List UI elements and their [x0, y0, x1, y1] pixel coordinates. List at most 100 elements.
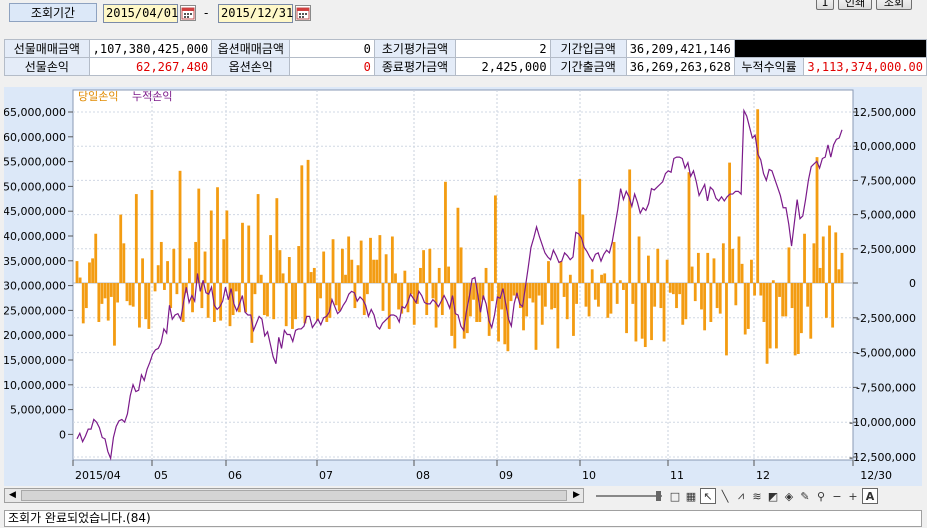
daily-pnl-bar	[703, 283, 707, 331]
daily-pnl-bar	[603, 273, 607, 283]
daily-pnl-bar	[531, 283, 535, 303]
daily-pnl-bar	[547, 261, 550, 283]
daily-pnl-bar	[166, 261, 169, 283]
pnl-chart[interactable]: 65,000,000 60,000,000 55,000,000 50,000,000…	[3, 87, 922, 486]
daily-pnl-bar	[625, 283, 628, 334]
daily-pnl-bar	[746, 283, 750, 329]
scroll-left-arrow-icon[interactable]: ◀	[9, 490, 16, 500]
chart-scrollbar[interactable]: ◀ ▶	[4, 488, 584, 503]
daily-pnl-bar	[216, 187, 219, 283]
daily-pnl-bar	[790, 283, 794, 309]
daily-pnl-bar	[403, 270, 407, 283]
daily-pnl-bar	[687, 172, 691, 283]
daily-pnl-bar	[84, 283, 88, 309]
daily-pnl-bar	[228, 283, 232, 327]
status-message: 조회가 완료되었습니다.(84)	[8, 511, 151, 525]
daily-pnl-bar	[653, 283, 657, 307]
minus-icon[interactable]: −	[832, 489, 842, 503]
zoom-slider-icon[interactable]	[596, 491, 666, 501]
magnifier-icon[interactable]: ⚲	[816, 489, 826, 503]
daily-pnl-bar	[490, 283, 494, 302]
daily-pnl-bar	[715, 283, 719, 309]
daily-pnl-bar	[322, 251, 326, 283]
daily-pnl-bar	[753, 283, 756, 296]
line-icon[interactable]: ╲	[721, 489, 729, 503]
start-date-input[interactable]: 2015/04/01	[103, 4, 178, 23]
box-icon[interactable]: □	[669, 489, 681, 503]
pin-button[interactable]: 1	[816, 0, 834, 10]
right-tick-label: -5,000,000	[856, 347, 916, 360]
daily-pnl-bar	[253, 283, 257, 295]
start-calendar-icon[interactable]	[180, 5, 196, 21]
daily-pnl-bar	[141, 258, 144, 283]
daily-pnl-bar	[431, 283, 435, 299]
daily-pnl-bar	[675, 283, 678, 309]
daily-pnl-bar	[378, 235, 382, 283]
eraser-icon[interactable]: ◈	[784, 489, 794, 503]
daily-pnl-bar	[172, 248, 176, 283]
right-tick-label: -7,500,000	[856, 381, 916, 394]
trend-icon[interactable]: ⩘	[737, 489, 745, 502]
daily-pnl-bar	[793, 283, 797, 356]
date-separator: -	[204, 6, 209, 20]
cumulative-return-value: 3,113,374,000.00	[803, 57, 927, 76]
daily-pnl-bar	[481, 283, 485, 300]
daily-pnl-bar	[831, 283, 835, 328]
plus-icon[interactable]: +	[848, 489, 858, 503]
daily-pnl-bar	[269, 235, 272, 283]
daily-pnl-bar	[740, 263, 744, 283]
daily-pnl-bar	[259, 274, 263, 283]
scroll-thumb[interactable]	[21, 490, 567, 501]
cumulative-pnl-line	[76, 108, 843, 461]
grid-icon[interactable]: ▦	[685, 489, 697, 503]
right-tick-label: 10,000,000	[853, 140, 916, 153]
daily-pnl-bar	[821, 236, 825, 283]
period-deposit-label: 기간입금액	[549, 39, 627, 58]
daily-pnl-bar	[606, 283, 610, 318]
daily-pnl-bar	[131, 283, 135, 307]
daily-pnl-bar	[565, 283, 569, 320]
daily-pnl-bar	[600, 274, 603, 283]
fill-icon[interactable]: ◩	[767, 489, 779, 503]
daily-pnl-bar	[681, 283, 685, 325]
daily-pnl-bar	[287, 257, 291, 283]
end-date-input[interactable]: 2015/12/31	[218, 4, 293, 23]
daily-pnl-bar	[109, 283, 113, 297]
left-tick-label: 40,000,000	[4, 230, 66, 243]
daily-pnl-bar	[97, 283, 101, 322]
left-tick-label: 35,000,000	[4, 255, 66, 268]
daily-pnl-bar	[590, 269, 594, 283]
daily-pnl-bar	[75, 261, 79, 283]
search-button[interactable]: 조회	[876, 0, 912, 10]
daily-pnl-bar	[250, 283, 254, 343]
daily-pnl-bar	[503, 283, 507, 345]
right-tick-label: 5,000,000	[860, 209, 916, 222]
daily-pnl-bar	[262, 283, 266, 316]
daily-pnl-bar	[119, 214, 123, 283]
daily-pnl-bar	[559, 261, 563, 283]
summary-table: 선물매매금액 ,107,380,425,000 옵션매매금액 0 초기평가금액 …	[4, 39, 927, 76]
right-tick-label: 7,500,000	[860, 174, 916, 187]
daily-pnl-bar	[615, 283, 619, 304]
note-icon[interactable]: ✎	[800, 489, 810, 503]
daily-pnl-bar	[575, 283, 578, 304]
daily-pnl-bar	[390, 236, 394, 283]
daily-pnl-bar	[275, 198, 279, 283]
daily-pnl-bar	[734, 283, 738, 306]
print-button[interactable]: 인쇄	[838, 0, 872, 10]
daily-pnl-bar	[597, 283, 600, 307]
right-tick-label: 0	[909, 277, 916, 290]
daily-pnl-bar	[222, 239, 226, 283]
daily-pnl-bar	[453, 283, 457, 349]
x-tick-label: 06	[228, 469, 242, 482]
fib-icon[interactable]: ≋	[752, 489, 762, 503]
cursor-icon[interactable]: ↖	[700, 488, 716, 504]
daily-pnl-bar	[706, 252, 710, 283]
left-tick-label: 55,000,000	[4, 156, 66, 169]
initial-eval-value: 2	[455, 39, 551, 58]
scroll-right-arrow-icon[interactable]: ▶	[573, 490, 580, 500]
daily-pnl-bar	[303, 283, 307, 324]
end-calendar-icon[interactable]	[295, 5, 311, 21]
font-icon[interactable]: A	[862, 488, 878, 504]
daily-pnl-bar	[81, 283, 85, 324]
